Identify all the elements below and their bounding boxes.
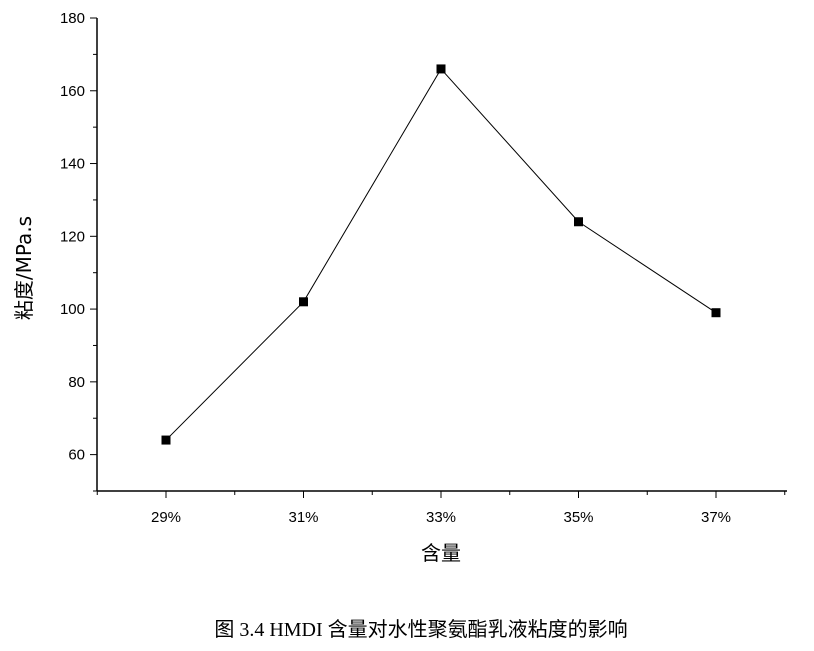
axes xyxy=(96,18,787,492)
series-layer xyxy=(161,64,721,445)
ticks: 60 80 100 120 140 160 180 29% 31% 33% 35% 37% xyxy=(60,10,786,526)
x-tick-label: 29% xyxy=(151,509,181,526)
y-tick-label: 160 xyxy=(60,83,85,100)
y-tick-label: 60 xyxy=(68,447,85,464)
data-point-marker xyxy=(299,297,308,307)
y-tick-label: 80 xyxy=(68,374,85,391)
data-point-marker xyxy=(711,308,721,318)
series-line xyxy=(165,68,717,441)
y-tick-label: 180 xyxy=(60,10,85,27)
x-tick-label: 33% xyxy=(426,509,456,526)
x-tick-label: 31% xyxy=(288,509,318,526)
data-point-marker xyxy=(574,217,583,227)
data-point-marker xyxy=(161,435,171,445)
x-tick-label: 35% xyxy=(563,509,593,526)
data-point-marker xyxy=(436,64,446,74)
y-axis-title: 粘度/MPa.s xyxy=(12,216,36,320)
figure-caption: 图 3.4 HMDI 含量对水性聚氨酯乳液粘度的影响 xyxy=(214,618,627,641)
y-tick-label: 140 xyxy=(60,156,85,173)
y-tick-label: 100 xyxy=(60,301,85,318)
x-tick-label: 37% xyxy=(701,509,731,526)
y-tick-label: 120 xyxy=(60,228,85,245)
x-axis-title: 含量 xyxy=(421,541,461,565)
